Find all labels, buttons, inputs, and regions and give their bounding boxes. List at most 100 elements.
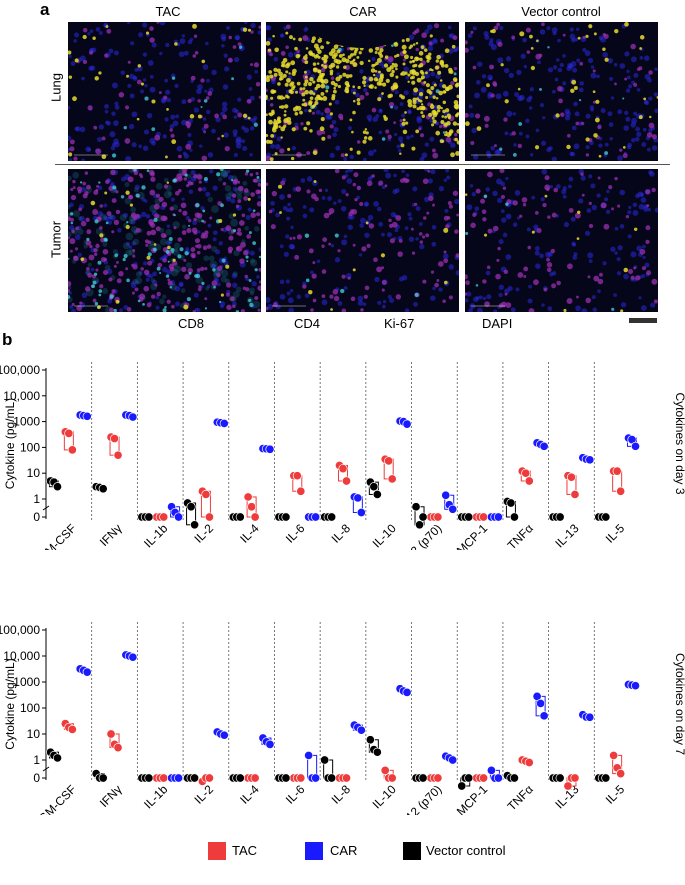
data-point — [506, 498, 516, 508]
marker-label-ki67: Ki-67 — [384, 316, 415, 331]
data-point — [479, 773, 489, 783]
scale-bar — [629, 318, 657, 323]
data-point — [235, 773, 245, 783]
data-point — [82, 667, 92, 677]
category-label: IL-13 — [552, 521, 581, 550]
data-point — [219, 730, 229, 740]
y-tick-label: 100,000 — [0, 623, 40, 637]
data-point — [190, 773, 200, 783]
data-point — [304, 750, 314, 760]
category-label: IL-8 — [329, 782, 354, 807]
data-point — [174, 773, 184, 783]
data-point — [128, 652, 138, 662]
data-point — [247, 502, 257, 512]
category-label: IL-1b — [141, 782, 170, 811]
category-label: IFNγ — [97, 782, 125, 810]
data-point — [204, 773, 214, 783]
data-point — [464, 773, 474, 783]
data-point — [585, 712, 595, 722]
data-point — [190, 520, 200, 530]
data-point — [292, 471, 302, 481]
y-axis-label: Cytokine (pg/mL) — [3, 398, 17, 489]
data-point — [265, 444, 275, 454]
category-label: TNFα — [505, 521, 536, 550]
data-point — [250, 773, 260, 783]
data-point — [384, 456, 394, 466]
micrograph-lung-tac — [68, 22, 261, 161]
micrograph-tumor-car — [266, 169, 459, 312]
panel-b-label: b — [2, 330, 13, 349]
micrograph-lung-car — [266, 22, 459, 161]
data-point — [67, 445, 77, 455]
data-point — [52, 753, 63, 763]
data-point — [539, 441, 549, 451]
data-point — [320, 755, 330, 765]
category-label: IL-10 — [370, 782, 399, 811]
data-point — [616, 769, 626, 779]
data-point — [387, 773, 397, 783]
data-point — [457, 781, 467, 791]
data-point — [338, 464, 348, 474]
data-point — [159, 512, 169, 522]
cytokine-chart-day-3: 0 1 10 100 1000 10,000 100,000 Cytokine (pg/mL)… — [0, 362, 685, 550]
data-point — [380, 765, 390, 775]
data-point — [296, 486, 306, 496]
data-point — [402, 419, 412, 429]
data-point — [509, 773, 519, 783]
legend-swatch-tac — [208, 842, 226, 860]
category-label: IL-4 — [237, 521, 262, 546]
data-point — [109, 434, 120, 444]
data-point — [365, 735, 375, 745]
row-title-lung: Lung — [48, 73, 64, 102]
data-point — [281, 512, 291, 522]
data-point — [585, 455, 595, 465]
row-title-tumor: Tumor — [48, 220, 64, 259]
category-label: IL-1b — [141, 521, 170, 550]
data-point — [524, 476, 534, 486]
data-point — [441, 490, 451, 500]
y-tick-label: 1 — [33, 753, 40, 767]
data-point — [411, 502, 421, 512]
data-point — [570, 489, 580, 500]
y-tick-label: 0 — [33, 771, 40, 785]
data-point — [159, 773, 169, 783]
data-point — [174, 512, 184, 522]
data-point — [464, 512, 474, 522]
category-label: TNFα — [505, 782, 536, 813]
data-point — [563, 781, 573, 791]
category-label: IL-10 — [370, 521, 399, 550]
data-point — [630, 681, 641, 691]
y-tick-label: 100,000 — [0, 363, 40, 377]
data-point — [536, 698, 546, 708]
column-title-tac: TAC — [155, 4, 181, 19]
category-label: IL-5 — [603, 521, 628, 546]
data-point — [402, 687, 412, 697]
y-tick-label: 1 — [33, 492, 40, 506]
y-tick-label: 10 — [27, 727, 41, 741]
category-label: IFNγ — [97, 521, 125, 549]
data-point — [144, 773, 154, 783]
y-axis-label: Cytokine (pg/mL) — [3, 658, 17, 749]
data-point — [555, 512, 565, 522]
data-point — [570, 773, 580, 783]
category-label: IL-8 — [329, 521, 354, 546]
data-point — [612, 466, 622, 476]
data-point — [356, 507, 366, 518]
data-point — [204, 512, 214, 522]
data-point — [448, 504, 458, 514]
data-point — [311, 512, 321, 522]
data-point — [144, 512, 154, 522]
y-tick-label: 100 — [20, 701, 40, 715]
data-point — [493, 512, 503, 522]
y-tick-label: 10 — [27, 466, 41, 480]
data-point — [601, 773, 611, 783]
data-point — [555, 773, 565, 783]
data-point — [521, 468, 531, 478]
data-point — [186, 502, 196, 512]
data-point — [67, 724, 77, 734]
data-point — [52, 482, 63, 492]
y-tick-label: 1000 — [13, 415, 40, 429]
y-tick-label: 1000 — [13, 675, 40, 689]
data-point — [341, 476, 352, 486]
data-point — [250, 512, 260, 522]
